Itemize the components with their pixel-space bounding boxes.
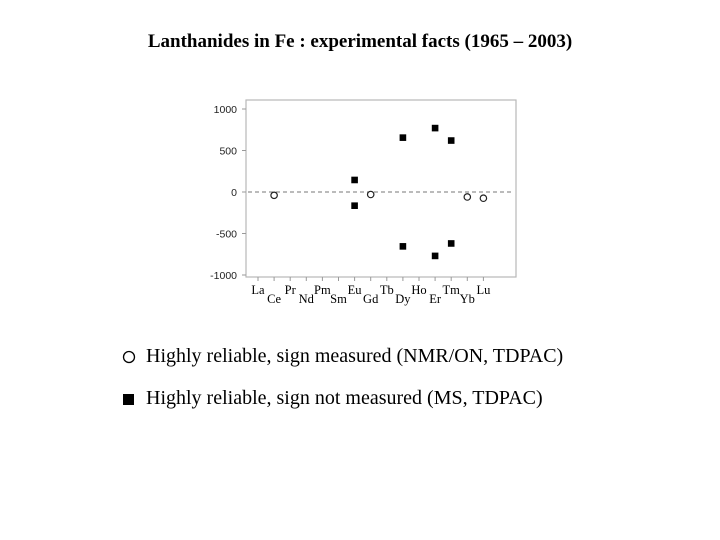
- x-tick-label: Er: [429, 292, 442, 306]
- y-tick-label: -1000: [210, 270, 237, 282]
- x-tick-label: Ce: [267, 292, 281, 306]
- x-tick-label: Tb: [380, 283, 394, 297]
- x-tick-label: Lu: [476, 283, 491, 297]
- page-title: Lanthanides in Fe : experimental facts (…: [147, 31, 573, 52]
- x-tick-label: Gd: [363, 292, 379, 306]
- legend-item-sign-measured: Highly reliable, sign measured (NMR/ON, …: [118, 342, 678, 372]
- data-point-filled-square: [447, 137, 455, 144]
- x-tick-label: Dy: [395, 292, 411, 306]
- x-tick-label: Tm: [443, 283, 461, 297]
- plot-area-frame: [245, 99, 517, 278]
- filled-square-icon: [123, 394, 134, 405]
- open-circle-icon: [122, 350, 136, 364]
- y-tick-label: 500: [219, 146, 237, 158]
- data-point-filled-square: [399, 243, 407, 250]
- data-point-filled-square: [447, 240, 455, 247]
- x-tick-label: La: [251, 283, 265, 297]
- y-tick-label: -500: [216, 229, 237, 241]
- data-point-filled-square: [431, 252, 439, 260]
- data-point-filled-square: [351, 176, 358, 184]
- data-point-filled-square: [351, 202, 358, 209]
- data-point-open-circle: [270, 191, 278, 200]
- x-tick-label: Yb: [460, 292, 475, 306]
- x-tick-label: Pm: [314, 283, 331, 297]
- data-point-filled-square: [399, 134, 407, 141]
- data-point-open-circle: [479, 194, 488, 203]
- x-tick-label: Sm: [330, 292, 347, 306]
- x-tick-label: Nd: [299, 292, 315, 306]
- x-tick-label: Eu: [348, 283, 363, 297]
- y-tick-label: 1000: [214, 104, 238, 116]
- legend-label: Highly reliable, sign measured (NMR/ON, …: [146, 345, 564, 367]
- y-tick-label: 0: [231, 187, 237, 199]
- data-point-open-circle: [366, 190, 375, 199]
- x-tick-label: Ho: [411, 283, 426, 297]
- legend-label: Highly reliable, sign not measured (MS, …: [146, 387, 543, 409]
- legend-item-sign-not-measured: Highly reliable, sign not measured (MS, …: [118, 384, 678, 414]
- data-point-filled-square: [431, 124, 439, 132]
- data-point-open-circle: [463, 193, 472, 201]
- x-tick-label: Pr: [285, 283, 297, 297]
